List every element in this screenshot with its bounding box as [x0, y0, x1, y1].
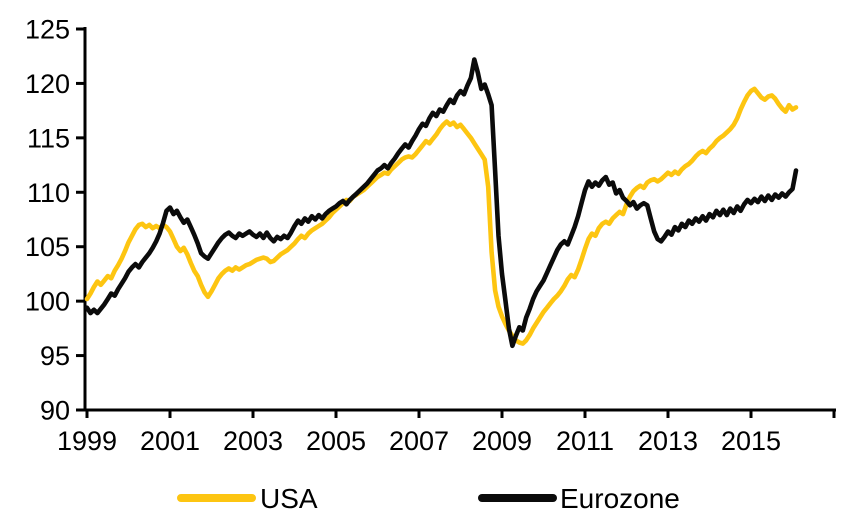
y-tick-label: 100	[25, 287, 70, 317]
x-tick-label: 2015	[721, 426, 781, 456]
y-tick-label: 95	[40, 341, 70, 371]
x-tick-label: 2003	[223, 426, 283, 456]
y-tick-label: 125	[25, 14, 70, 44]
x-tick-label: 2013	[638, 426, 698, 456]
y-tick-label: 115	[27, 123, 70, 153]
x-tick-label: 2001	[140, 426, 200, 456]
x-tick-label: 2009	[472, 426, 532, 456]
x-tick-label: 2005	[306, 426, 366, 456]
y-axis-labels: 90 95 100 105 110 115 120 125	[25, 14, 70, 425]
y-tick-label: 110	[27, 178, 70, 208]
y-tick-label: 90	[40, 396, 70, 426]
eurozone-legend-label: Eurozone	[560, 483, 680, 514]
axes	[76, 27, 836, 418]
x-axis-labels: 1999 2001 2003 2005 2007 2009 2011 2013 2015	[57, 426, 781, 456]
x-tick-label: 1999	[57, 426, 117, 456]
eurozone-line	[84, 57, 799, 349]
y-tick-label: 105	[25, 232, 70, 262]
y-tick-label: 120	[25, 69, 70, 99]
x-tick-label: 2011	[556, 426, 614, 456]
usa-legend-label: USA	[260, 483, 318, 514]
x-tick-label: 2007	[389, 426, 449, 456]
usa-line	[84, 86, 799, 346]
series-lines	[84, 57, 799, 349]
legend: USA Eurozone	[177, 483, 680, 514]
